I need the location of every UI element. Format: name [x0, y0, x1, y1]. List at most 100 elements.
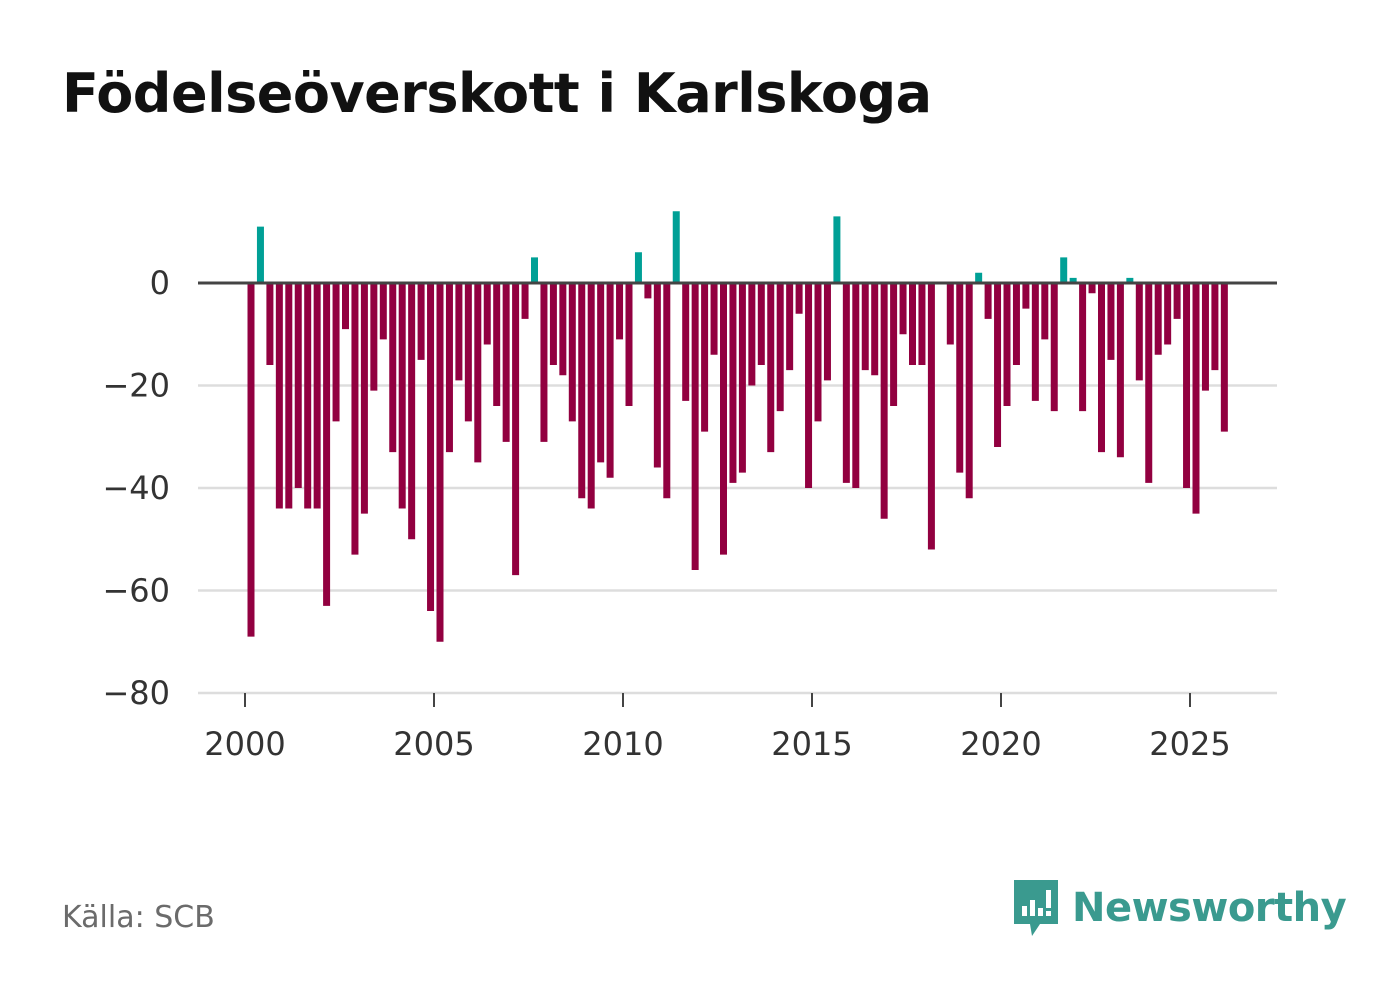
bar	[767, 283, 775, 453]
bar	[965, 283, 973, 499]
bar	[909, 283, 916, 365]
bar	[1173, 283, 1181, 319]
bar	[398, 283, 406, 509]
bar	[880, 283, 888, 519]
bar	[1192, 283, 1200, 514]
bar	[370, 283, 378, 391]
bar	[956, 283, 964, 473]
bar	[1211, 283, 1219, 371]
bar	[256, 226, 264, 284]
bar	[304, 283, 312, 509]
bar	[823, 283, 831, 381]
bar	[578, 283, 586, 499]
bar	[606, 283, 614, 478]
bar	[342, 283, 349, 330]
bar	[1145, 283, 1153, 483]
x-tick-label: 2025	[1149, 725, 1230, 763]
bar	[946, 283, 954, 345]
bar	[332, 283, 340, 422]
bar	[757, 283, 765, 365]
bar	[729, 283, 737, 483]
bar	[1201, 283, 1209, 391]
bar	[1183, 283, 1191, 488]
bar	[1060, 257, 1068, 284]
bar	[634, 252, 642, 283]
bar	[738, 283, 746, 473]
bar	[455, 283, 463, 381]
bar	[1220, 283, 1228, 432]
bar	[672, 211, 680, 283]
bar	[1050, 283, 1058, 412]
bar	[1003, 283, 1011, 406]
bar	[436, 283, 444, 642]
chart-title: Födelseöverskott i Karlskoga	[62, 62, 932, 125]
bar	[833, 216, 841, 284]
bar	[313, 283, 321, 509]
bar	[653, 283, 661, 468]
bar	[701, 283, 709, 432]
bar	[559, 283, 567, 376]
source-label: Källa: SCB	[62, 900, 215, 935]
bar	[1116, 283, 1124, 458]
y-tick-label: 0	[150, 264, 170, 302]
bar	[323, 283, 331, 606]
bar	[748, 283, 756, 386]
bars	[247, 211, 1228, 642]
bar	[1126, 277, 1134, 284]
bar	[1079, 283, 1087, 412]
bar	[1031, 283, 1039, 401]
bar	[1041, 283, 1049, 340]
bar	[294, 283, 302, 488]
bar	[1012, 283, 1020, 365]
bar	[776, 283, 784, 412]
bar	[1088, 283, 1096, 294]
bar	[597, 283, 605, 463]
x-tick-label: 2005	[393, 725, 474, 763]
bar	[408, 283, 416, 540]
bar	[285, 283, 293, 509]
brand-name: Newsworthy	[1072, 885, 1347, 931]
bar	[512, 283, 520, 576]
x-tick-label: 2010	[582, 725, 663, 763]
bar	[918, 283, 926, 365]
bar	[568, 283, 576, 422]
bar	[360, 283, 368, 514]
bar	[464, 283, 472, 422]
x-tick-label: 2000	[204, 725, 285, 763]
x-tick-label: 2015	[771, 725, 852, 763]
newsworthy-logo-icon	[1014, 880, 1058, 936]
bar	[1107, 283, 1115, 360]
bar	[842, 283, 850, 483]
bar	[493, 283, 501, 406]
bar	[691, 283, 699, 570]
bar	[427, 283, 435, 611]
bar	[852, 283, 860, 488]
bar	[682, 283, 690, 401]
bar	[247, 283, 255, 637]
bar	[521, 283, 529, 319]
bar	[445, 283, 453, 453]
bar	[1154, 283, 1162, 355]
bar	[549, 283, 557, 365]
bar	[861, 283, 869, 371]
y-axis-ticks: 0 −20 −40 −60 −80	[102, 264, 170, 712]
bar	[890, 283, 898, 406]
bar	[1164, 283, 1172, 345]
bar	[927, 283, 935, 550]
bar	[483, 283, 491, 345]
bar	[1022, 283, 1030, 309]
bar	[1135, 283, 1143, 381]
bar	[984, 283, 992, 319]
bar	[1098, 283, 1105, 453]
y-tick-label: −80	[102, 674, 170, 712]
newsworthy-logo[interactable]: Newsworthy	[1010, 878, 1347, 938]
bar	[379, 283, 387, 340]
bar	[389, 283, 397, 453]
bar	[975, 272, 983, 283]
bar	[625, 283, 633, 406]
bar	[663, 283, 671, 499]
bar	[275, 283, 283, 509]
bar	[795, 283, 803, 314]
bar	[474, 283, 482, 463]
